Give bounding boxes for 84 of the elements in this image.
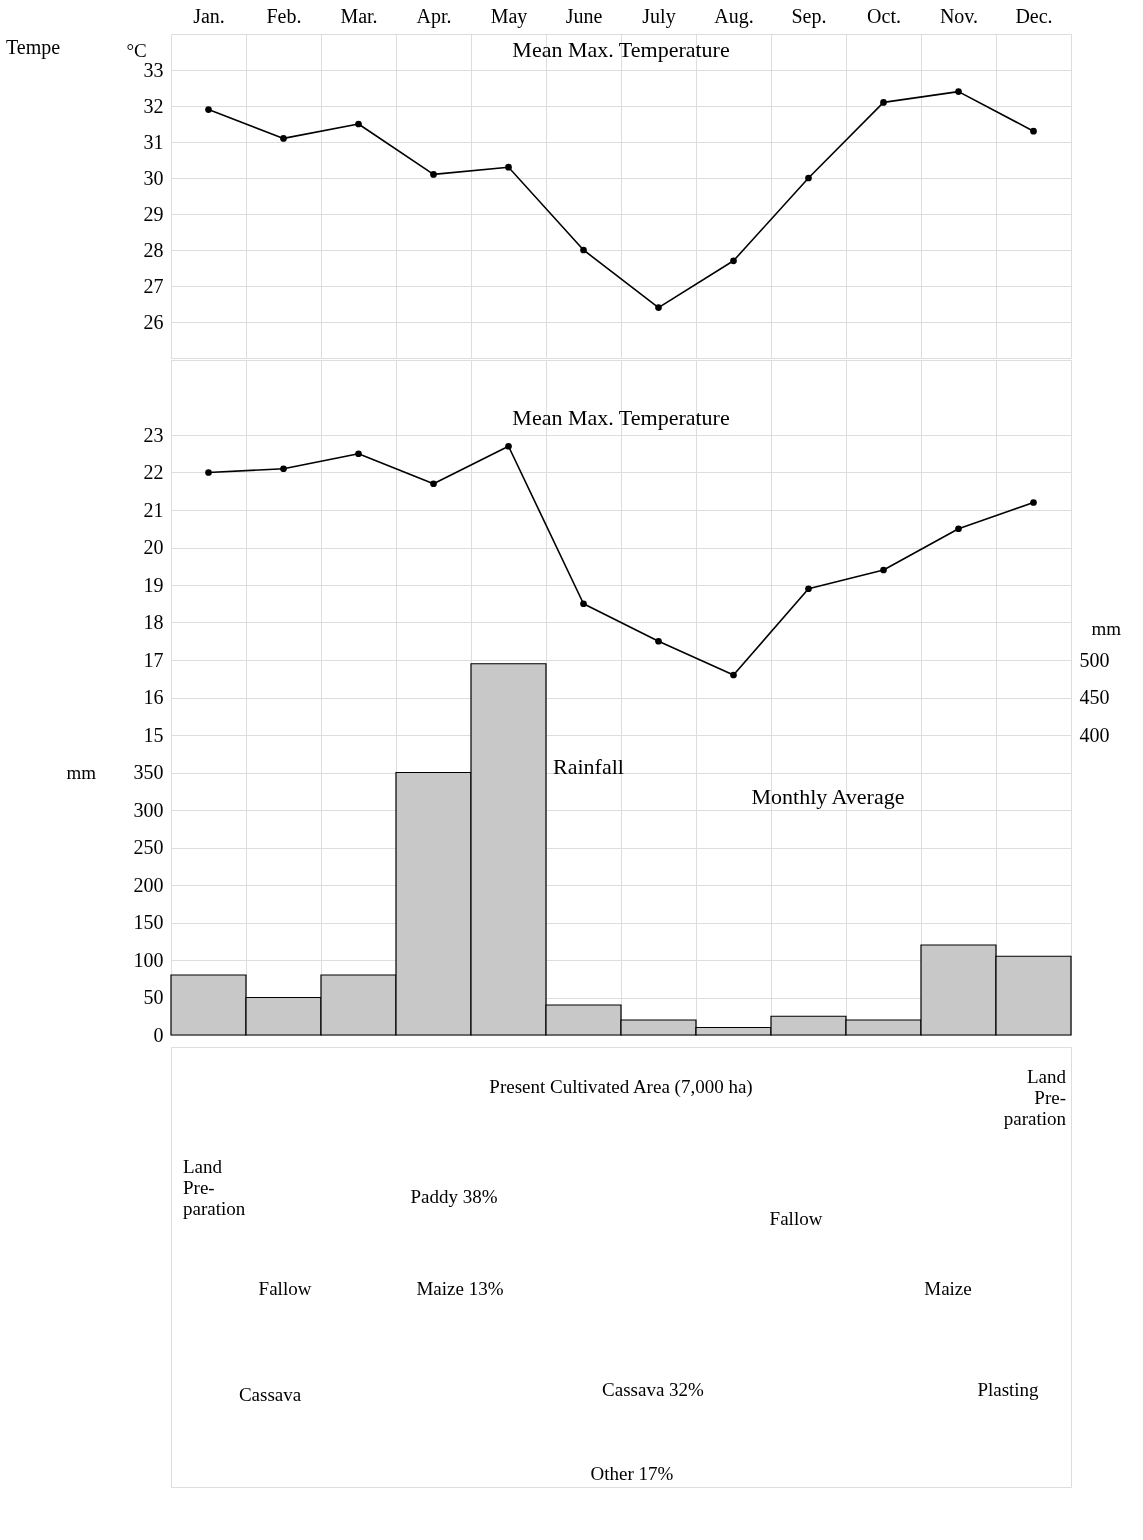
point: [730, 671, 737, 679]
text: Cassava 32%: [602, 1379, 705, 1400]
y-tick-label: 30: [143, 166, 164, 189]
y-tick-label: 29: [143, 202, 164, 225]
x-tick-label: Jan.: [193, 4, 225, 27]
point: [430, 171, 437, 178]
y2-tick-label: 150: [133, 911, 164, 933]
text: Paddy 38%: [410, 1186, 498, 1207]
y2-tick-label: 250: [133, 836, 164, 858]
point: [280, 135, 287, 142]
x-tick-label: July: [642, 4, 676, 28]
y2-axis-title: mm: [66, 762, 97, 783]
point: [880, 566, 887, 574]
y-tick-label: 15: [143, 723, 164, 746]
text: Present Cultivated Area (7,000 ha): [489, 1076, 753, 1098]
text: Tempe: [6, 36, 61, 59]
point: [955, 525, 962, 533]
point: [505, 442, 512, 450]
y2-tick-label: 0: [153, 1023, 164, 1046]
y-tick-label: 27: [143, 274, 164, 297]
text: Maize 13%: [416, 1278, 504, 1299]
point: [280, 465, 287, 473]
point: [955, 88, 962, 95]
y-tick-label: 17: [143, 648, 164, 671]
y-tick-label: 31: [143, 130, 164, 153]
x-tick-label: Mar.: [340, 4, 378, 27]
x-tick-label: May: [490, 4, 528, 28]
text: Fallow: [769, 1208, 823, 1229]
point: [805, 585, 812, 593]
y-tick-label: 21: [143, 498, 164, 521]
y-tick-label: 16: [143, 686, 164, 708]
y3-tick-label: 450: [1079, 686, 1110, 708]
y3-tick-label: 400: [1079, 723, 1110, 746]
y-tick-label: 22: [143, 461, 164, 483]
text: Land Pre- paration: [183, 1156, 246, 1219]
y2-tick-label: 350: [133, 761, 164, 783]
point: [580, 246, 587, 254]
y2-tick-label: 200: [133, 873, 164, 896]
text: Mean Max. Temperature: [512, 37, 730, 62]
x-tick-label: Dec.: [1015, 4, 1053, 27]
point: [205, 106, 212, 113]
x-tick-label: Nov.: [939, 4, 979, 27]
point: [505, 163, 512, 171]
y-tick-label: 33: [143, 58, 164, 81]
point: [580, 600, 587, 608]
x-tick-label: Sep.: [791, 4, 827, 28]
point: [880, 99, 887, 106]
point: [430, 480, 437, 488]
y-tick-label: 26: [143, 310, 164, 333]
y3-tick-label: 500: [1079, 648, 1110, 671]
point: [1030, 499, 1037, 506]
x-tick-label: June: [565, 4, 603, 27]
point: [655, 304, 662, 311]
point: [805, 174, 812, 182]
text: Cassava: [238, 1384, 302, 1405]
series-label: Mean Max. Temperature: [512, 405, 730, 430]
y2-tick-label: 100: [133, 948, 164, 971]
y-tick-label: 18: [143, 611, 164, 633]
point: [655, 637, 662, 645]
y-tick-label: 32: [143, 94, 164, 117]
point: [1030, 127, 1037, 135]
x-tick-label: Aug.: [714, 4, 754, 28]
annotation: Rainfall: [553, 754, 624, 779]
y2-tick-label: 300: [133, 798, 164, 821]
point: [355, 450, 362, 458]
text: Land Pre- paration: [1003, 1066, 1067, 1129]
y-tick-label: 23: [143, 423, 164, 446]
y-tick-label: 28: [143, 238, 164, 261]
x-tick-label: Apr.: [416, 4, 452, 28]
text: Fallow: [258, 1278, 312, 1299]
y-tick-label: 19: [143, 573, 164, 596]
point: [355, 120, 362, 128]
point: [730, 257, 737, 265]
text: Maize: [924, 1278, 972, 1299]
y2-tick-label: 50: [143, 986, 164, 1008]
x-tick-label: Oct.: [867, 4, 901, 27]
point: [205, 469, 212, 476]
x-tick-label: Feb.: [266, 4, 302, 27]
text: Plasting: [977, 1379, 1040, 1400]
y-axis-title: °C: [126, 39, 147, 61]
y3-axis-title: mm: [1091, 617, 1122, 639]
y-tick-label: 20: [143, 536, 164, 558]
annotation: Monthly Average: [751, 784, 905, 809]
text: Other 17%: [590, 1463, 674, 1484]
